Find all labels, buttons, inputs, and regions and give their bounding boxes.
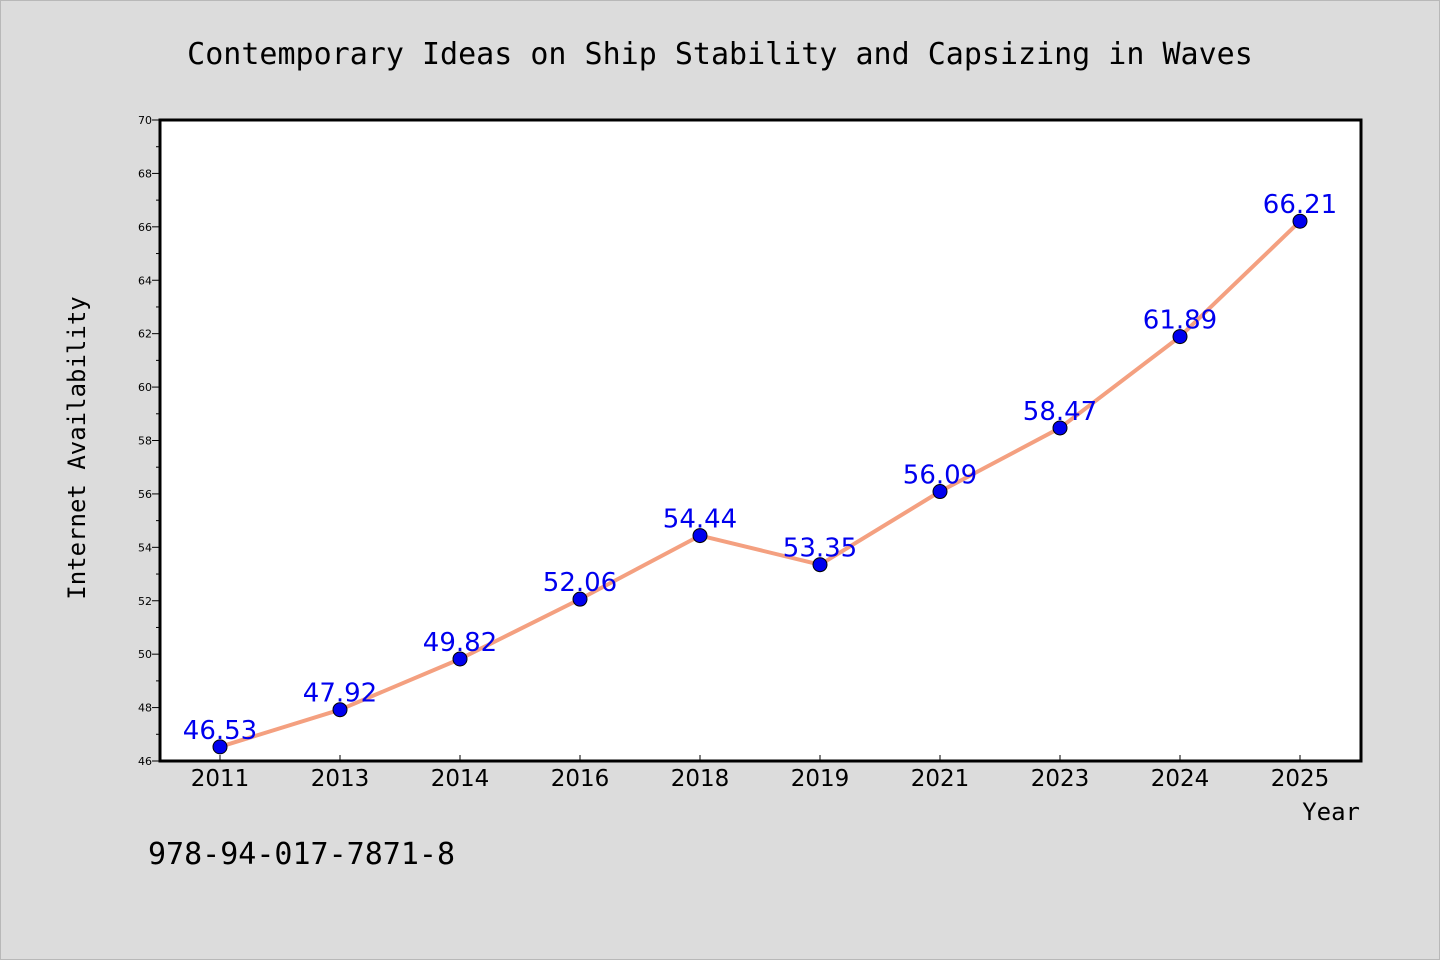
data-label: 52.06	[543, 568, 617, 598]
x-tick-label: 2018	[671, 766, 730, 792]
x-tick-label: 2013	[311, 766, 370, 792]
y-tick-label: 58	[138, 435, 152, 448]
data-point	[452, 651, 468, 667]
series-line	[219, 219, 1302, 749]
plot-area	[158, 118, 1363, 763]
x-axis-label: Year	[1302, 798, 1360, 826]
y-tick-label: 64	[138, 274, 152, 287]
data-label: 53.35	[783, 534, 857, 564]
x-tick-label: 2024	[1151, 766, 1210, 792]
x-tick-label: 2025	[1271, 766, 1330, 792]
footer-code: 978-94-017-7871-8	[148, 837, 455, 872]
y-axis: 46 48 50 52 54 56 58 60 62 64 66 68 70	[138, 114, 160, 768]
x-tick-label: 2023	[1031, 766, 1090, 792]
x-tick-label: 2021	[911, 766, 970, 792]
data-point	[1052, 420, 1068, 436]
y-tick-label: 66	[138, 221, 152, 234]
data-label: 46.53	[183, 716, 257, 746]
data-point	[332, 702, 348, 718]
y-tick-label: 60	[138, 381, 152, 394]
y-tick-label: 48	[138, 702, 152, 715]
data-label: 61.89	[1143, 306, 1217, 336]
data-label: 56.09	[903, 461, 977, 491]
data-point	[572, 591, 588, 607]
y-tick-label: 70	[138, 114, 152, 127]
y-tick-label: 52	[138, 595, 152, 608]
y-tick-label: 68	[138, 167, 152, 180]
y-tick-label: 56	[138, 488, 152, 501]
data-label: 58.47	[1023, 397, 1097, 427]
chart-title: Contemporary Ideas on Ship Stability and…	[187, 37, 1253, 72]
y-tick-label: 54	[138, 541, 152, 554]
y-tick-label: 46	[138, 755, 152, 768]
y-tick-label: 62	[138, 328, 152, 341]
data-label: 47.92	[303, 679, 377, 709]
data-point	[1172, 329, 1188, 345]
x-axis: 2011 2013 2014 2016 2018 2019 2021 2023 2024 2025	[191, 755, 1330, 792]
data-point	[1292, 213, 1308, 229]
x-tick-label: 2014	[431, 766, 490, 792]
data-label: 66.21	[1263, 190, 1337, 220]
data-label: 54.44	[663, 505, 737, 535]
series-markers	[212, 213, 1308, 755]
data-point	[692, 528, 708, 544]
y-axis-label: Internet Availability	[63, 296, 91, 599]
data-labels: 46.53 47.92 49.82 52.06 54.44 53.35 56.09 58.47…	[183, 190, 1337, 746]
data-point	[212, 739, 228, 755]
x-tick-label: 2011	[191, 766, 250, 792]
y-tick-label: 50	[138, 648, 152, 661]
data-point	[932, 484, 948, 500]
x-tick-label: 2016	[551, 766, 610, 792]
data-point	[812, 557, 828, 573]
x-tick-label: 2019	[791, 766, 850, 792]
data-label: 49.82	[423, 628, 497, 658]
